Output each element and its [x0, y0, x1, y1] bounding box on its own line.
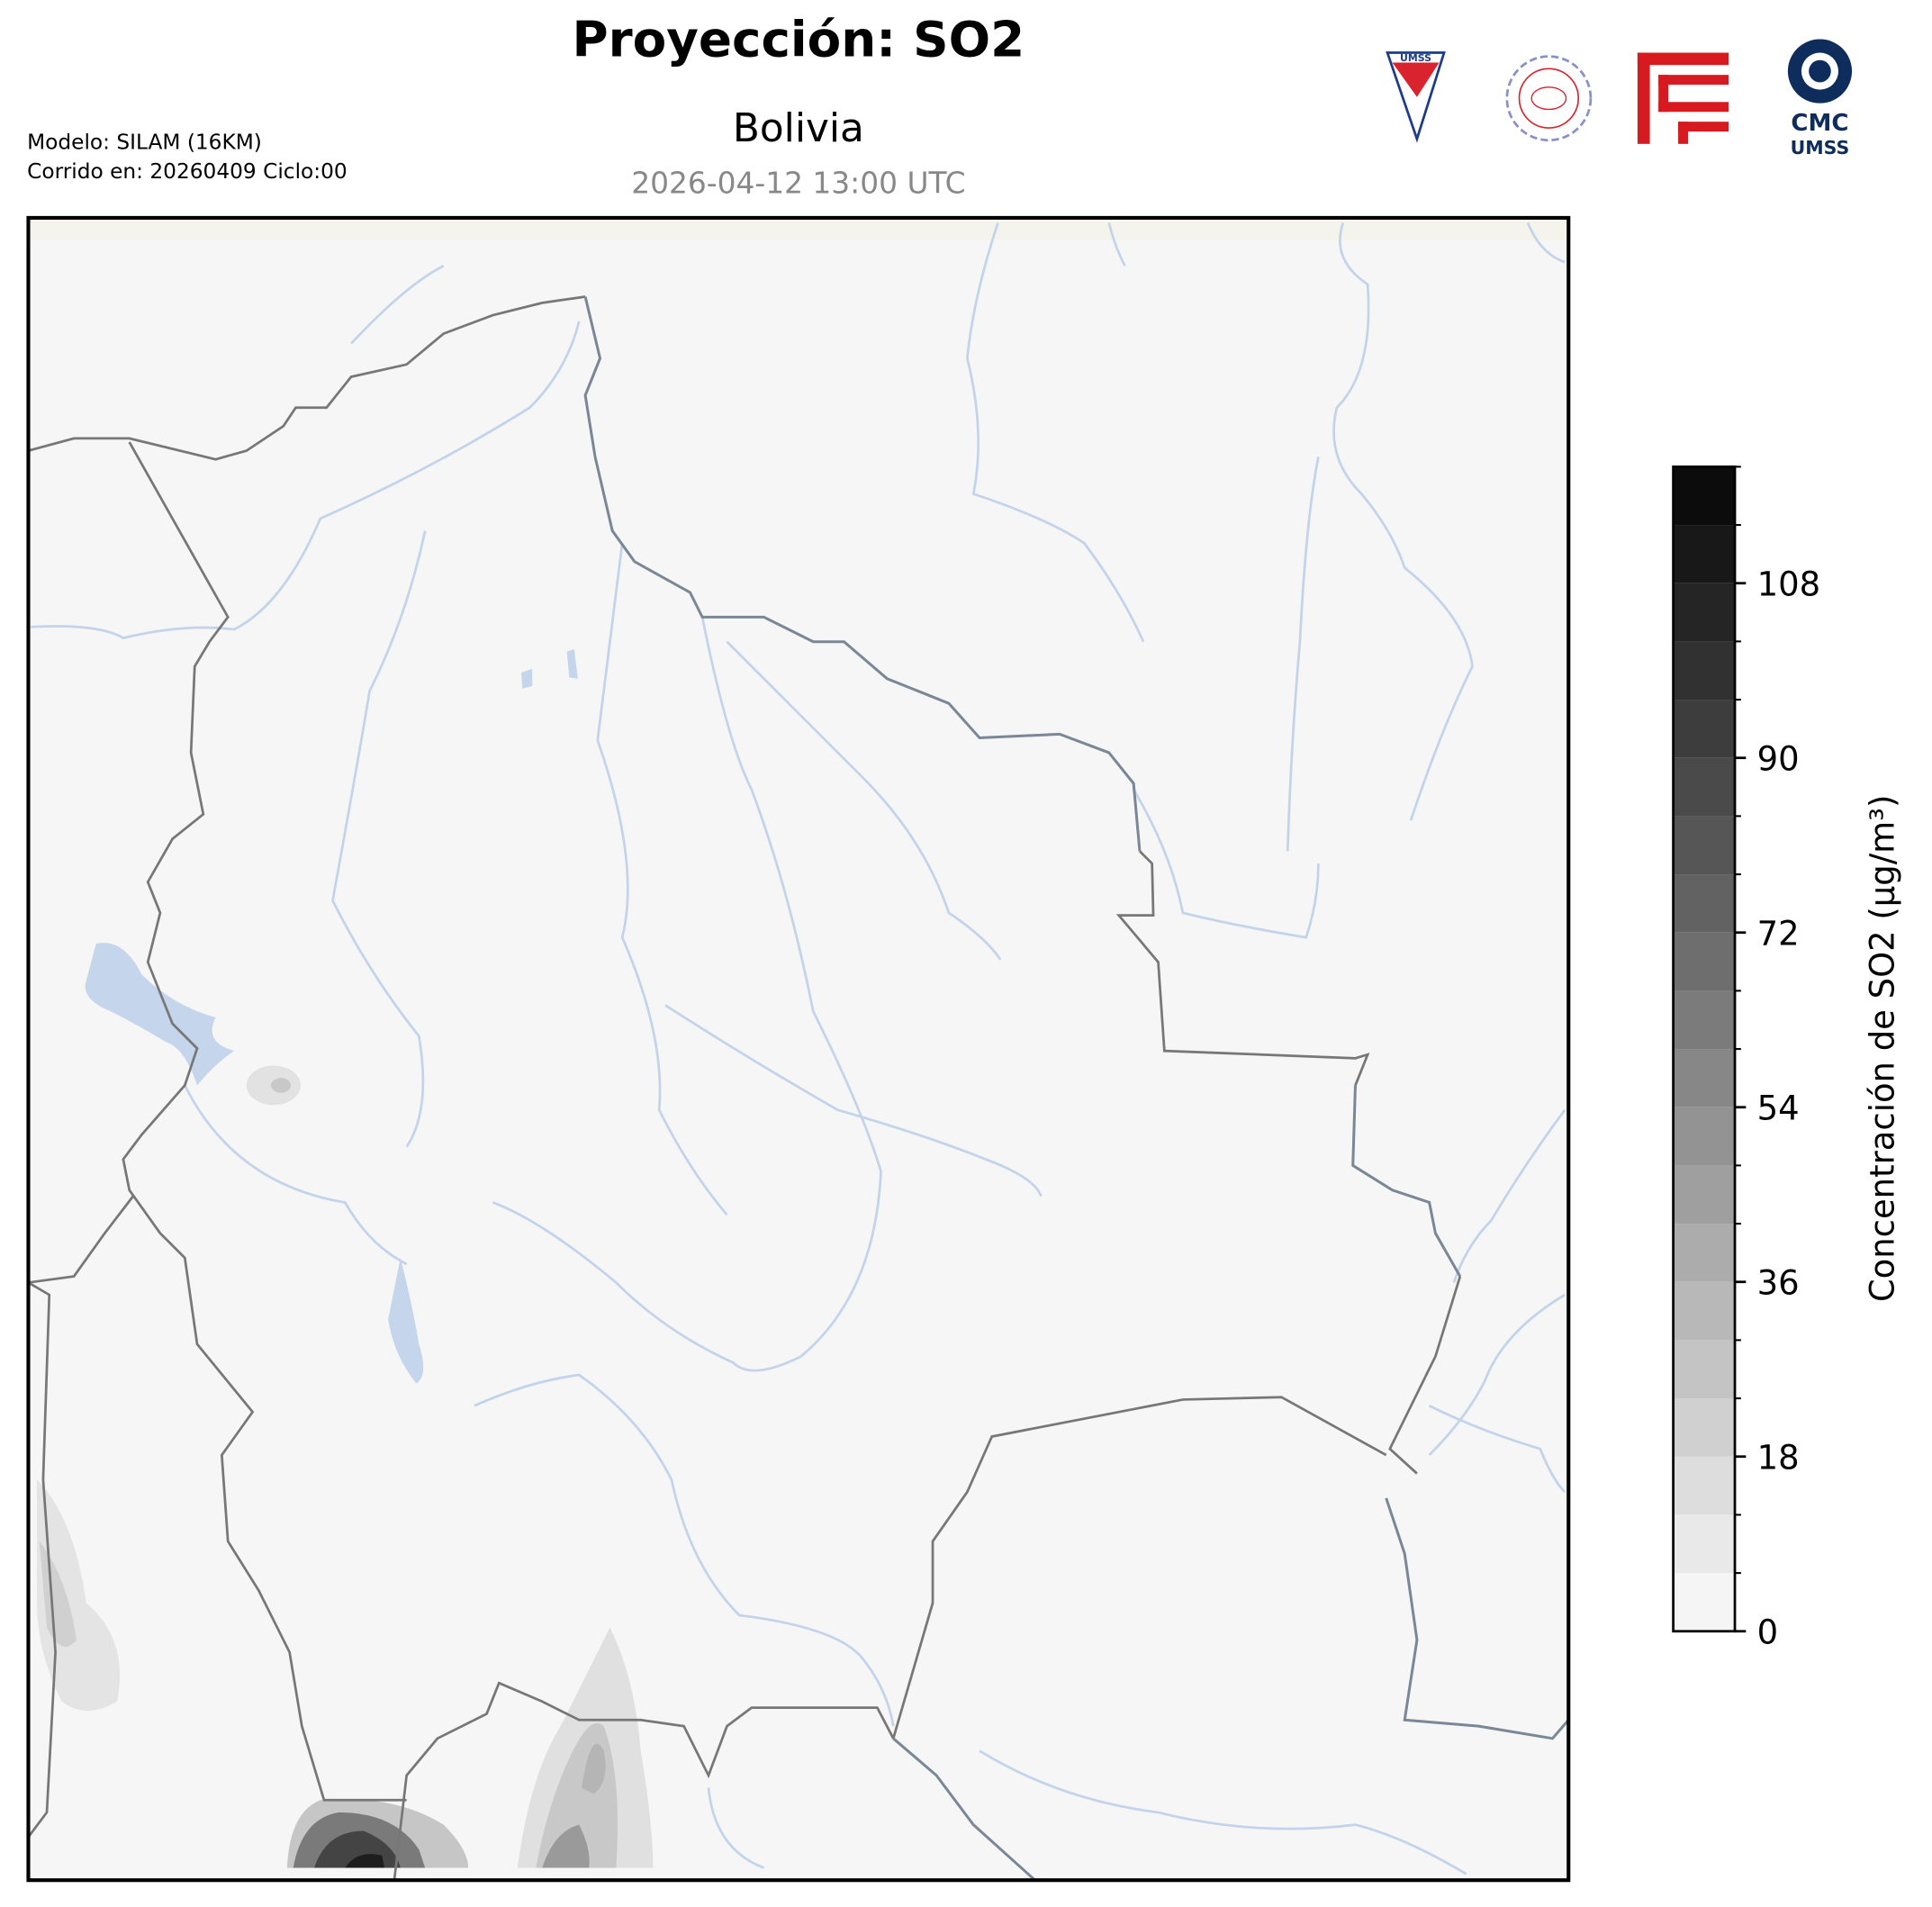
colorbar-band: [1673, 1456, 1736, 1515]
colorbar-label: Concentración de SO2 (µg/m³): [1864, 795, 1902, 1303]
map: [26, 215, 1571, 1883]
logo-physics: [1505, 55, 1593, 142]
tick-label: 36: [1757, 1263, 1800, 1302]
tick-label: 54: [1757, 1089, 1800, 1127]
logo-engineering: [1637, 52, 1729, 144]
colorbar-band: [1673, 990, 1736, 1050]
subtitle: Bolivia: [733, 105, 864, 151]
colorbar-band: [1673, 1573, 1736, 1631]
colorbar-band: [1673, 1224, 1736, 1282]
colorbar-band: [1673, 1049, 1736, 1107]
logo-text: UMSS: [1400, 52, 1431, 64]
logo-cmc: CMC UMSS: [1787, 39, 1853, 158]
tick-label: 108: [1757, 565, 1821, 603]
borders: [27, 295, 1570, 1882]
colorbar: 0 18 36 54 72 90 108: [1672, 465, 1821, 1651]
model-info: Modelo: SILAM (16KM): [27, 130, 262, 154]
tick-label: 18: [1757, 1438, 1800, 1477]
colorbar-band: [1673, 1340, 1736, 1399]
timestamp: 2026-04-12 13:00 UTC: [631, 167, 965, 201]
title: Proyección: SO2: [573, 11, 1025, 68]
tick-label: 72: [1757, 914, 1800, 953]
logo-umss: UMSS: [1386, 51, 1446, 143]
colorbar-band: [1673, 525, 1736, 583]
colorbar-band: [1673, 1165, 1736, 1225]
run-info: Corrido en: 20260409 Ciclo:00: [27, 159, 348, 184]
colorbar-band: [1673, 816, 1736, 875]
colorbar-band: [1673, 1281, 1736, 1341]
colorbar-frame: [1672, 465, 1737, 1633]
colorbar-band: [1673, 1514, 1736, 1574]
colorbar-band: [1673, 1398, 1736, 1457]
tick-label: 90: [1757, 739, 1800, 778]
colorbar-band: [1673, 583, 1736, 642]
tick-label: 0: [1757, 1613, 1779, 1651]
colorbar-band: [1673, 1107, 1736, 1166]
logo-text: CMC: [1791, 110, 1848, 137]
logo-text: UMSS: [1791, 137, 1850, 158]
colorbar-band: [1673, 757, 1736, 817]
colorbar-band: [1673, 700, 1736, 758]
colorbar-band: [1673, 874, 1736, 933]
colorbar-band: [1673, 932, 1736, 991]
colorbar-band: [1673, 641, 1736, 700]
colorbar-band: [1673, 466, 1736, 526]
